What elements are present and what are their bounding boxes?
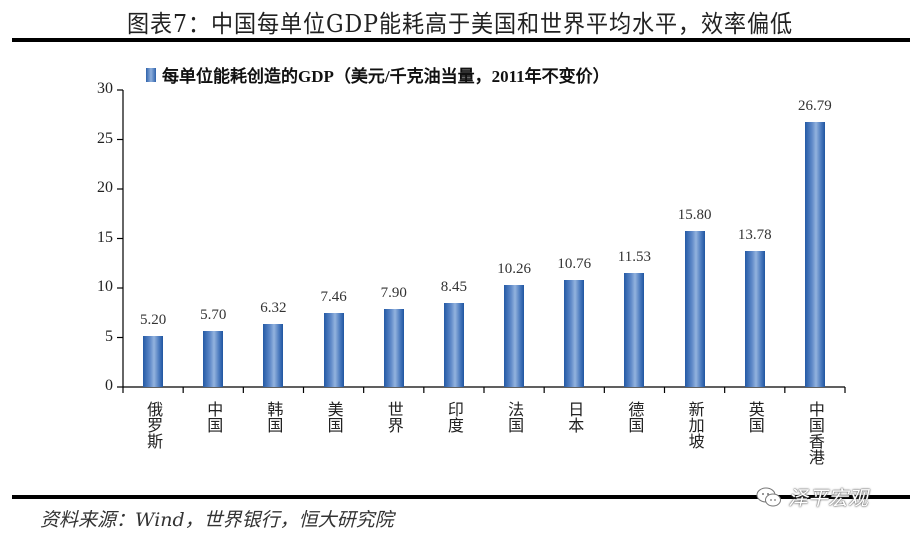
y-tick-label: 30 [97,80,113,97]
bar-value-label: 5.70 [200,306,227,323]
x-category-label: 美国 [324,401,344,433]
y-tick-label: 5 [105,327,113,345]
y-tick-label: 25 [97,129,113,147]
x-category-label: 中国 [204,401,224,433]
bar [263,324,284,387]
chart-legend: 每单位能耗创造的GDP（美元/千克油当量，2011年不变价） [146,62,610,87]
x-category-label: 日本 [565,401,585,433]
bar [143,335,164,387]
legend-label: 每单位能耗创造的GDP（美元/千克油当量，2011年不变价） [162,67,610,86]
bar [684,230,705,387]
watermark: 泽平宏观 [756,482,868,511]
bar-value-label: 10.26 [497,261,531,278]
bar-value-label: 6.32 [260,300,287,317]
bar-value-label: 15.80 [677,206,712,223]
x-category-label: 法国 [505,401,525,433]
bar [323,313,344,387]
x-category-label: 俄罗斯 [144,401,164,449]
bar-value-label: 11.53 [617,248,651,265]
bar-value-label: 8.45 [440,279,468,296]
wechat-icon [756,487,781,506]
bar-value-label: 10.76 [557,256,592,273]
x-category-label: 德国 [625,401,645,433]
source-note: 资料来源：Wind，世界银行，恒大研究院 [40,509,394,531]
bar-value-label: 5.20 [139,311,167,328]
chart-title: 图表7：中国每单位GDP能耗高于美国和世界平均水平，效率偏低 [127,10,793,38]
top-rule-divider [12,38,910,42]
bottom-rule-divider [12,495,910,499]
bar [383,308,404,387]
bar [564,280,585,387]
bar-value-label: 7.46 [320,289,347,306]
bar [504,285,525,387]
x-category-label: 英国 [745,401,765,433]
bar-value-label: 13.78 [737,226,772,243]
x-category-label: 新加坡 [685,401,705,449]
y-tick-label: 0 [105,377,113,394]
bar [203,330,224,387]
bar-value-label: 26.79 [798,97,832,114]
y-tick-label: 10 [97,278,113,295]
bar [443,303,464,387]
y-tick-label: 20 [97,179,113,196]
bar-value-label: 7.90 [380,284,407,301]
bar [804,121,825,387]
x-category-label: 韩国 [264,401,284,433]
x-category-label: 世界 [384,401,404,433]
y-tick-label: 15 [97,228,113,246]
watermark-label: 泽平宏观 [788,486,868,510]
x-category-label: 中国香港 [805,401,825,465]
x-category-label: 印度 [444,401,464,433]
legend-swatch-icon [146,67,156,82]
bar [744,250,765,387]
bar [624,272,645,387]
